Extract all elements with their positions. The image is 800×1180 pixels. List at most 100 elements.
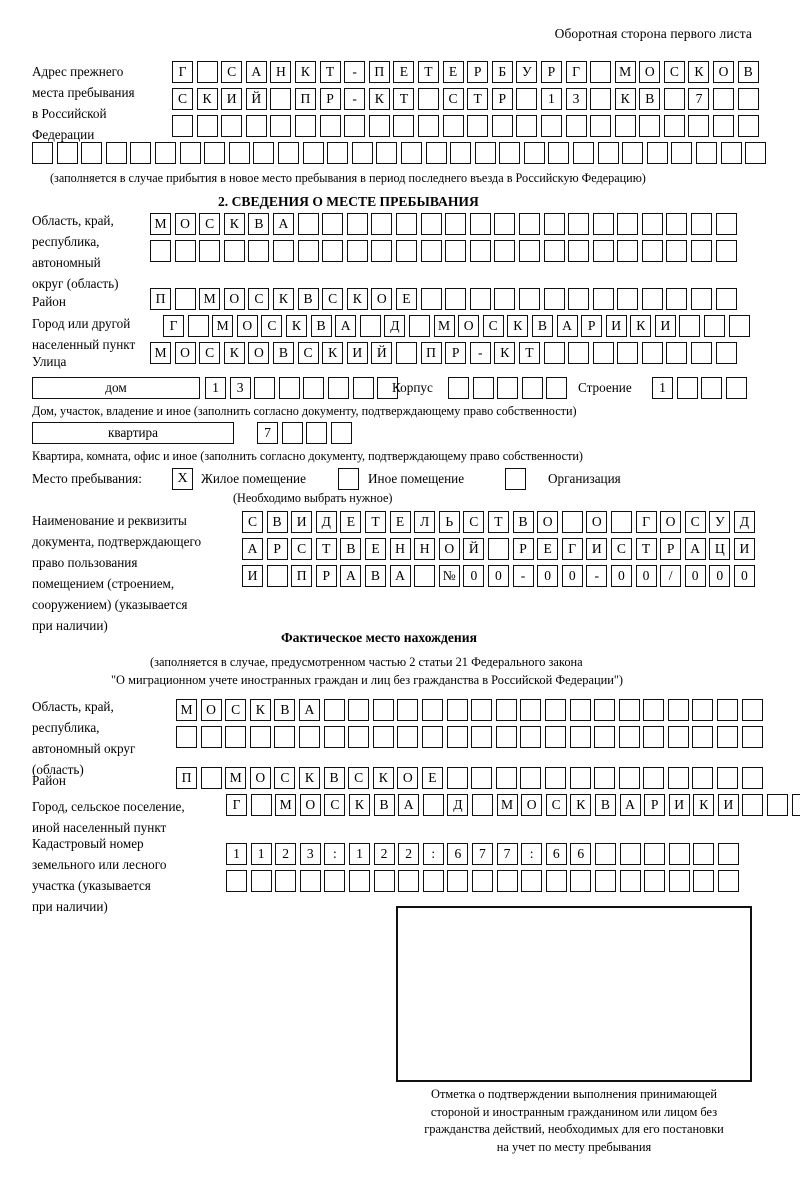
korpus-cells-cell-2[interactable]	[472, 377, 494, 399]
actual-region-row-2-cell-10[interactable]	[397, 726, 419, 748]
prev-address-row-4-cell-24[interactable]	[597, 142, 619, 164]
document-row-3[interactable]: И П Р А В А № 0 0-0 0-0 0/0 0 0	[242, 565, 755, 587]
prev-address-row-3-cell-13[interactable]	[467, 115, 489, 137]
document-row-1-cell-20[interactable]: У	[709, 511, 731, 533]
document-row-3-cell-1[interactable]: И	[242, 565, 263, 587]
actual-city-row-cell-10[interactable]: Д	[447, 794, 469, 816]
actual-region-row-2-cell-19[interactable]	[618, 726, 640, 748]
actual-district-row-cell-24[interactable]	[741, 767, 763, 789]
section2-region-row-1-cell-8[interactable]	[322, 213, 344, 235]
prev-address-row-4-cell-6[interactable]	[154, 142, 176, 164]
document-row-3-cell-3[interactable]: П	[291, 565, 313, 587]
section2-street-row-cell-7[interactable]: С	[297, 342, 319, 364]
prev-address-row-4-cell-18[interactable]	[450, 142, 472, 164]
prev-address-row-4-cell-30[interactable]	[745, 142, 767, 164]
prev-address-row-4-cell-13[interactable]	[327, 142, 349, 164]
cadastral-row-1-cell-16[interactable]	[594, 843, 616, 865]
cadastral-row-1-cell-9[interactable]: :	[422, 843, 444, 865]
section2-city-row-cell-10[interactable]: Д	[384, 315, 406, 337]
actual-region-row-1-cell-19[interactable]	[618, 699, 640, 721]
prev-address-row-2-cell-21[interactable]	[663, 88, 685, 110]
house-number-cells-cell-3[interactable]	[254, 377, 276, 399]
cadastral-row-1-cell-12[interactable]: 7	[496, 843, 518, 865]
prev-address-row-3-cell-23[interactable]	[713, 115, 735, 137]
cadastral-row-2-cell-4[interactable]	[299, 870, 321, 892]
document-row-1-cell-8[interactable]: Л	[414, 511, 436, 533]
section2-street-row-cell-23[interactable]	[691, 342, 713, 364]
cadastral-row-1-cell-18[interactable]	[644, 843, 666, 865]
document-row-2-cell-6[interactable]: Е	[364, 538, 386, 560]
document-row-1-cell-18[interactable]: О	[660, 511, 682, 533]
section2-region-row-1-cell-24[interactable]	[715, 213, 737, 235]
section2-region-row-2-cell-16[interactable]	[518, 240, 540, 262]
document-row-3-cell-18[interactable]: /	[660, 565, 682, 587]
actual-district-row-cell-23[interactable]	[717, 767, 739, 789]
section2-region-row-2-cell-7[interactable]	[297, 240, 319, 262]
section2-street-row-cell-16[interactable]: Т	[518, 342, 540, 364]
actual-region-row-1-cell-4[interactable]: К	[249, 699, 271, 721]
actual-district-row-cell-8[interactable]: С	[348, 767, 370, 789]
section2-city-row-cell-1[interactable]: Г	[163, 315, 184, 337]
section2-street-row-cell-17[interactable]	[543, 342, 565, 364]
section2-city-row-cell-12[interactable]: М	[433, 315, 455, 337]
section2-street-row-cell-10[interactable]: Й	[371, 342, 393, 364]
document-row-2-cell-20[interactable]: Ц	[709, 538, 731, 560]
section2-region-row-2-cell-17[interactable]	[543, 240, 565, 262]
prev-address-row-1-cell-18[interactable]	[590, 61, 612, 83]
document-row-1-cell-19[interactable]: С	[684, 511, 706, 533]
prev-address-row-4-cell-7[interactable]	[179, 142, 201, 164]
actual-region-row-2-cell-24[interactable]	[741, 726, 763, 748]
prev-address-row-1-cell-20[interactable]: О	[639, 61, 661, 83]
section2-region-row-2-cell-8[interactable]	[322, 240, 344, 262]
prev-address-row-2-cell-4[interactable]: Й	[245, 88, 267, 110]
stroenie-cells-cell-1[interactable]: 1	[652, 377, 673, 399]
section2-region-row-2-cell-14[interactable]	[469, 240, 491, 262]
section2-district-row-cell-12[interactable]	[420, 288, 442, 310]
section2-region-row-1-cell-23[interactable]	[691, 213, 713, 235]
section2-region-row-1-cell-12[interactable]	[420, 213, 442, 235]
actual-region-row-1-cell-14[interactable]	[495, 699, 517, 721]
section2-street-row-cell-9[interactable]: И	[346, 342, 368, 364]
house-number-cells-cell-6[interactable]	[327, 377, 349, 399]
actual-region-row-1-cell-7[interactable]	[323, 699, 345, 721]
actual-region-row-2-cell-18[interactable]	[594, 726, 616, 748]
cadastral-row-1-cell-17[interactable]	[619, 843, 641, 865]
actual-region-row-1-cell-1[interactable]: М	[176, 699, 197, 721]
actual-district-row-cell-12[interactable]	[446, 767, 468, 789]
cadastral-row-1-cell-2[interactable]: 1	[250, 843, 272, 865]
document-row-2-cell-15[interactable]: И	[586, 538, 608, 560]
document-row-2-cell-1[interactable]: А	[242, 538, 263, 560]
actual-region-row-1-cell-21[interactable]	[667, 699, 689, 721]
section2-street-row-cell-1[interactable]: М	[150, 342, 171, 364]
section2-street-row-cell-2[interactable]: О	[174, 342, 196, 364]
prev-address-row-1-cell-13[interactable]: Р	[467, 61, 489, 83]
stay-type-checkbox-residential[interactable]: X	[172, 468, 193, 490]
prev-address-row-3-cell-18[interactable]	[590, 115, 612, 137]
prev-address-row-3-cell-10[interactable]	[393, 115, 415, 137]
section2-district-row-cell-3[interactable]: М	[199, 288, 221, 310]
prev-address-row-3-cell-15[interactable]	[516, 115, 538, 137]
prev-address-row-1-cell-22[interactable]: К	[688, 61, 710, 83]
prev-address-row-3-cell-16[interactable]	[540, 115, 562, 137]
prev-address-row-4-cell-2[interactable]	[56, 142, 78, 164]
stroenie-cells-cell-4[interactable]	[725, 377, 747, 399]
stroenie-cells[interactable]: 1	[652, 377, 747, 399]
section2-region-row-1-cell-10[interactable]	[371, 213, 393, 235]
actual-city-row-cell-17[interactable]: А	[619, 794, 641, 816]
section2-city-row-cell-21[interactable]: И	[654, 315, 676, 337]
actual-region-row-2-cell-22[interactable]	[692, 726, 714, 748]
document-row-3-cell-17[interactable]: 0	[635, 565, 657, 587]
document-row-2-cell-9[interactable]: О	[438, 538, 460, 560]
prev-address-row-2-cell-16[interactable]: 1	[540, 88, 562, 110]
actual-city-row-cell-1[interactable]: Г	[226, 794, 247, 816]
section2-street-row-cell-21[interactable]	[641, 342, 663, 364]
actual-region-row-1-cell-9[interactable]	[372, 699, 394, 721]
korpus-cells[interactable]	[448, 377, 568, 399]
document-row-1-cell-2[interactable]: В	[266, 511, 288, 533]
cadastral-row-2-cell-12[interactable]	[496, 870, 518, 892]
actual-district-row-cell-9[interactable]: К	[372, 767, 394, 789]
cadastral-row-2-cell-11[interactable]	[471, 870, 493, 892]
cadastral-row-1-cell-7[interactable]: 2	[373, 843, 395, 865]
cadastral-row-2-cell-15[interactable]	[570, 870, 592, 892]
